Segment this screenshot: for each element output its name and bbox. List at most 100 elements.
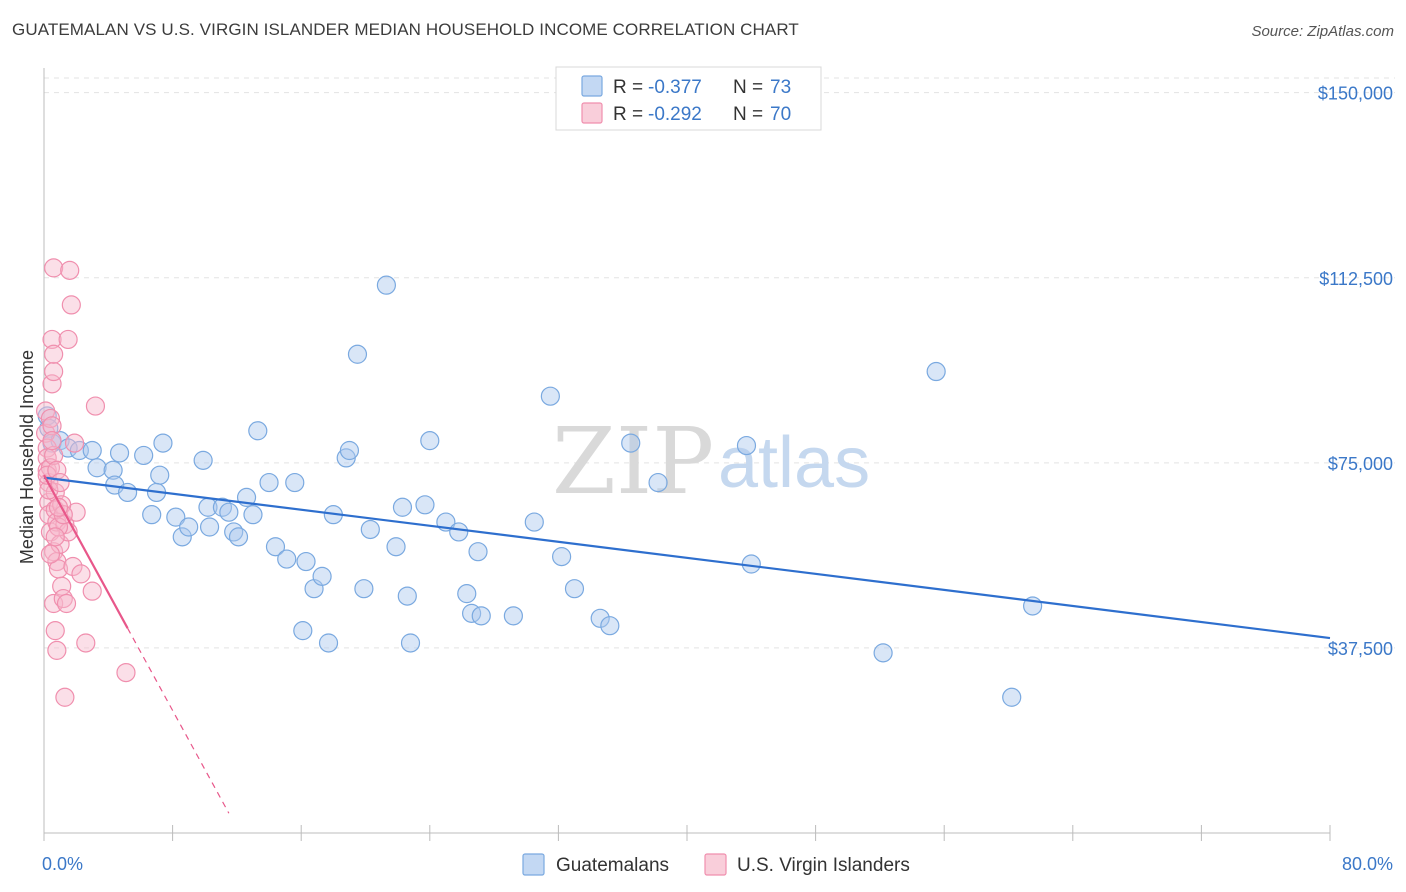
guatemalan-point (134, 445, 154, 466)
virgin-islander-point (40, 544, 61, 564)
legend-bottom: Guatemalans U.S. Virgin Islanders (522, 853, 910, 876)
legend-swatch-guatemalans (581, 75, 603, 97)
legend-top: R = -0.377 N = 73 R = -0.292 N = 70 (555, 66, 822, 131)
legend-swatch-virgin-islanders (581, 102, 603, 124)
virgin-islander-trend-line (43, 474, 129, 629)
guatemalan-point (540, 386, 560, 406)
y-tick-label: $37,500 (1328, 639, 1393, 659)
guatemalan-point (142, 505, 162, 525)
virgin-islander-point (44, 344, 64, 364)
virgin-islander-point (58, 329, 78, 350)
guatemalan-point (376, 275, 396, 295)
virgin-islander-point (44, 258, 64, 278)
guatemalan-point (648, 472, 668, 493)
scatter-points (36, 258, 1043, 707)
virgin-islander-point (42, 431, 62, 451)
trend-lines (43, 474, 1331, 814)
legend-r-label: R = (613, 104, 643, 125)
guatemalan-point (524, 512, 544, 532)
watermark: ZIP atlas (552, 408, 870, 515)
x-tick-label: 0.0% (42, 854, 83, 874)
virgin-islander-point (45, 527, 65, 547)
guatemalan-point (1002, 687, 1022, 707)
guatemalan-point (564, 579, 585, 599)
watermark-atlas: atlas (718, 423, 870, 503)
y-axis-title: Median Household Income (17, 350, 37, 564)
guatemalan-point (277, 549, 297, 569)
y-tick-label: $150,000 (1318, 84, 1393, 104)
guatemalan-point (318, 633, 339, 653)
virgin-islander-point (116, 662, 136, 683)
virgin-islander-point (36, 423, 56, 443)
legend-n-label: N = (733, 77, 763, 98)
guatemalan-point (103, 460, 123, 480)
guatemalan-trend-line (43, 476, 1331, 640)
virgin-islander-point (55, 687, 75, 707)
guatemalan-point (354, 579, 374, 599)
guatemalan-point (471, 606, 491, 626)
guatemalan-point (386, 537, 406, 557)
virgin-islander-point (42, 329, 62, 350)
virgin-islander-point (64, 433, 85, 453)
guatemalan-point (228, 527, 249, 547)
legend-n-value: 70 (770, 104, 791, 125)
guatemalan-point (293, 621, 313, 641)
guatemalan-point (339, 440, 360, 461)
guatemalan-point (265, 537, 286, 557)
watermark-zip: ZIP (552, 408, 714, 515)
guatemalan-point (590, 608, 610, 628)
guatemalan-point (400, 633, 421, 653)
guatemalan-point (259, 472, 279, 493)
guatemalan-point (457, 584, 477, 604)
virgin-islander-point (56, 593, 77, 614)
virgin-islander-point (44, 445, 64, 466)
virgin-islander-point (47, 640, 67, 660)
guatemalan-point (415, 495, 435, 515)
legend-bottom-label-guatemalans: Guatemalans (556, 855, 669, 876)
guatemalan-point (392, 497, 413, 517)
virgin-islander-point (42, 416, 62, 436)
legend-bottom-label-virgin-islanders: U.S. Virgin Islanders (737, 855, 910, 876)
guatemalan-point (420, 431, 440, 451)
x-tick-label: 80.0% (1342, 854, 1393, 874)
source-label: Source: ZipAtlas.com (1251, 23, 1394, 40)
virgin-islander-point (82, 581, 102, 601)
y-tick-label: $112,500 (1319, 269, 1393, 289)
guatemalan-point (552, 547, 572, 567)
guatemalan-point (248, 421, 268, 441)
chart-title: GUATEMALAN VS U.S. VIRGIN ISLANDER MEDIA… (12, 20, 799, 39)
virgin-islander-point (60, 260, 80, 280)
axes (43, 68, 1331, 841)
legend-r-value: -0.377 (648, 77, 702, 98)
guatemalan-point (296, 551, 316, 572)
y-tick-labels: $37,500 $75,000 $112,500 $150,000 (1318, 84, 1393, 659)
x-tick-labels: 0.0% 80.0% (42, 854, 1393, 874)
virgin-islander-point (85, 396, 106, 416)
guatemalan-point (243, 505, 263, 525)
virgin-islander-point (71, 564, 91, 584)
guatemalan-point (926, 361, 946, 382)
virgin-islander-trend-extension (127, 627, 230, 814)
virgin-islander-point (44, 361, 64, 382)
virgin-islander-point (61, 295, 81, 315)
legend-bottom-swatch-guatemalans (522, 853, 545, 876)
guatemalan-point (397, 586, 417, 606)
virgin-islander-point (63, 556, 83, 577)
virgin-islander-point (45, 621, 65, 641)
virgin-islander-point (42, 374, 62, 394)
legend-r-value: -0.292 (648, 104, 702, 125)
guatemalan-point (82, 440, 102, 461)
guatemalan-point (193, 450, 213, 470)
guatemalan-point (109, 443, 130, 463)
guatemalan-point (150, 465, 170, 485)
guatemalan-point (166, 507, 186, 527)
legend-r-label: R = (613, 77, 643, 98)
virgin-islander-point (40, 408, 61, 429)
guatemalan-point (285, 472, 305, 493)
guatemalan-point (153, 433, 173, 453)
guatemalan-point (873, 643, 893, 663)
guatemalan-point (87, 458, 107, 478)
legend-bottom-swatch-virgin-islanders (704, 853, 727, 876)
guatemalan-point (360, 519, 380, 540)
guatemalan-point (219, 502, 239, 522)
